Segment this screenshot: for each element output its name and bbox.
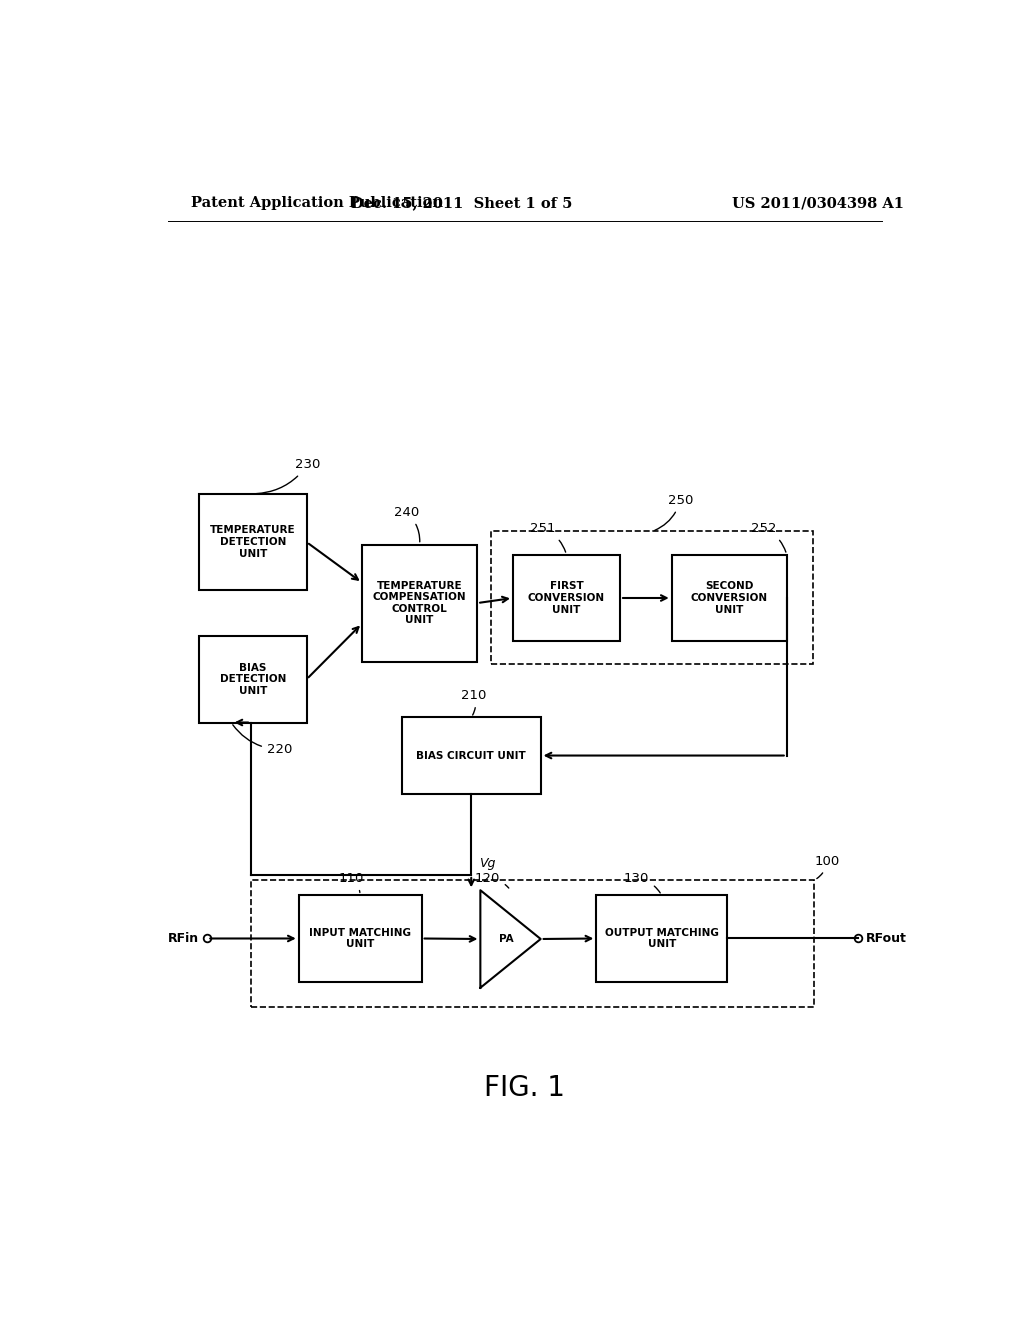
Text: 250: 250	[654, 494, 693, 531]
Text: Dec. 15, 2011  Sheet 1 of 5: Dec. 15, 2011 Sheet 1 of 5	[350, 197, 572, 210]
Bar	[200, 494, 306, 590]
Text: PA: PA	[500, 935, 514, 944]
Bar	[299, 895, 422, 982]
Text: 120: 120	[475, 873, 509, 888]
Text: OUTPUT MATCHING
UNIT: OUTPUT MATCHING UNIT	[605, 928, 719, 949]
Text: INPUT MATCHING
UNIT: INPUT MATCHING UNIT	[309, 928, 411, 949]
Bar	[672, 554, 786, 642]
Bar	[596, 895, 727, 982]
Text: 240: 240	[394, 506, 420, 541]
Text: 110: 110	[338, 873, 364, 892]
Text: RFout: RFout	[866, 932, 907, 945]
Bar	[362, 545, 477, 661]
Text: SECOND
CONVERSION
UNIT: SECOND CONVERSION UNIT	[690, 581, 768, 615]
Bar	[200, 636, 306, 722]
Bar	[492, 532, 813, 664]
Bar	[513, 554, 620, 642]
Text: BIAS CIRCUIT UNIT: BIAS CIRCUIT UNIT	[417, 751, 526, 760]
Text: TEMPERATURE
DETECTION
UNIT: TEMPERATURE DETECTION UNIT	[210, 525, 296, 558]
Text: RFin: RFin	[168, 932, 200, 945]
Text: FIRST
CONVERSION
UNIT: FIRST CONVERSION UNIT	[528, 581, 605, 615]
Text: FIG. 1: FIG. 1	[484, 1074, 565, 1102]
Text: US 2011/0304398 A1: US 2011/0304398 A1	[732, 197, 904, 210]
Text: 252: 252	[751, 523, 785, 552]
Text: 230: 230	[256, 458, 321, 494]
Text: TEMPERATURE
COMPENSATION
CONTROL
UNIT: TEMPERATURE COMPENSATION CONTROL UNIT	[373, 581, 467, 626]
Text: 130: 130	[624, 873, 660, 892]
Text: 210: 210	[461, 689, 486, 715]
Text: 100: 100	[814, 855, 840, 879]
Text: BIAS
DETECTION
UNIT: BIAS DETECTION UNIT	[220, 663, 286, 696]
Text: Patent Application Publication: Patent Application Publication	[191, 197, 443, 210]
Text: 220: 220	[232, 725, 292, 756]
Text: 251: 251	[530, 523, 565, 552]
Text: Vg: Vg	[479, 857, 496, 870]
Bar	[251, 880, 814, 1007]
Bar	[401, 718, 541, 793]
